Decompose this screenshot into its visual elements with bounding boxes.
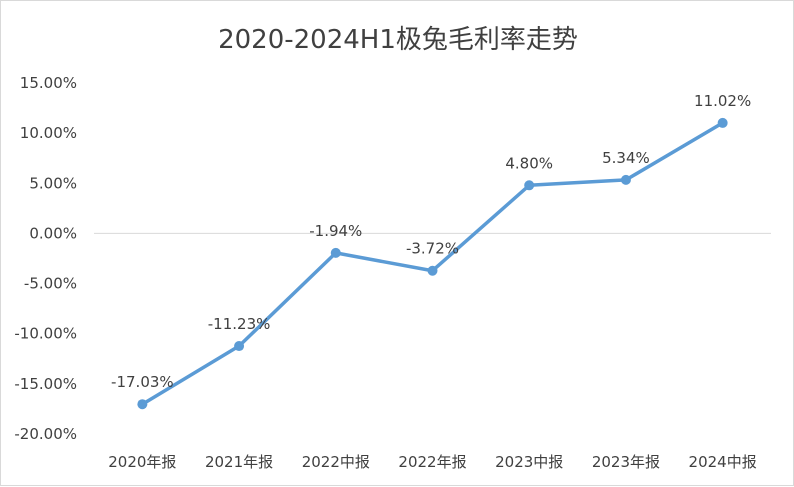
y-tick-label: 15.00% [20, 74, 77, 92]
data-label: -11.23% [208, 315, 271, 333]
data-label: 4.80% [505, 154, 553, 172]
data-point [427, 265, 438, 276]
x-tick-label: 2023中报 [495, 453, 563, 471]
x-tick-label: 2020年报 [108, 453, 176, 471]
y-axis-ticks: -20.00% -15.00% -10.00% -5.00% 0.00% 5.00% 10.… [14, 74, 77, 443]
data-label: -1.94% [309, 222, 362, 240]
y-tick-label: -20.00% [14, 425, 77, 443]
chart-title: 2020-2024H1极兔毛利率走势 [218, 25, 578, 55]
data-point [620, 174, 631, 185]
x-tick-label: 2021年报 [205, 453, 273, 471]
series-line-group [137, 117, 728, 410]
data-point [524, 180, 535, 191]
data-label: -17.03% [111, 373, 174, 391]
y-tick-label: 10.00% [20, 124, 77, 142]
y-tick-label: -15.00% [14, 375, 77, 393]
y-tick-label: -10.00% [14, 325, 77, 343]
data-label: 5.34% [602, 149, 650, 167]
data-label: -3.72% [406, 240, 459, 258]
data-point [330, 247, 341, 258]
data-point [137, 399, 148, 410]
x-tick-label: 2024中报 [689, 453, 757, 471]
x-tick-label: 2023年报 [592, 453, 660, 471]
data-label: 11.02% [694, 92, 751, 110]
data-point [717, 117, 728, 128]
data-point [234, 341, 245, 352]
x-axis-ticks: 2020年报 2021年报 2022中报 2022年报 2023中报 2023年报 2024… [108, 453, 756, 471]
y-tick-label: 0.00% [29, 224, 77, 242]
x-tick-label: 2022年报 [398, 453, 466, 471]
data-labels: -17.03% -11.23% -1.94% -3.72% 4.80% 5.34% 11.0… [111, 92, 751, 391]
y-tick-label: -5.00% [24, 275, 77, 293]
x-tick-label: 2022中报 [302, 453, 370, 471]
y-tick-label: 5.00% [29, 174, 77, 192]
